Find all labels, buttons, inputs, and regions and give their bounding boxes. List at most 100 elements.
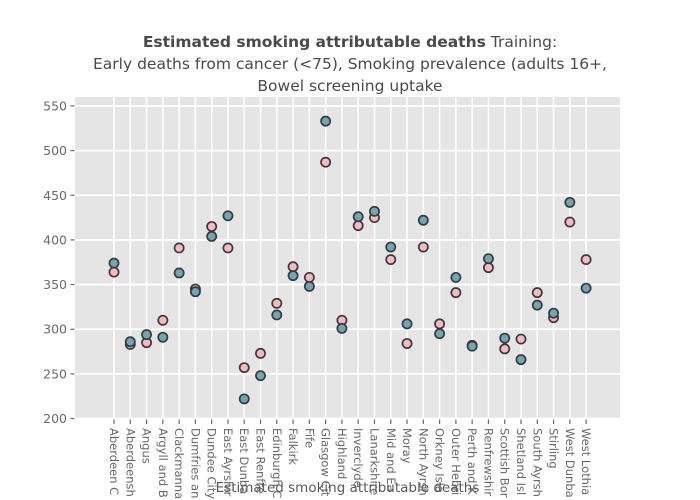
data-point-teal	[548, 307, 560, 319]
x-tick-label: Outer Hebri	[449, 428, 463, 495]
data-point-pink	[434, 318, 446, 330]
x-tick-label: Perth and K	[465, 428, 479, 495]
data-point-pink	[222, 242, 234, 254]
data-point-teal	[434, 328, 446, 340]
data-point-pink	[401, 338, 413, 349]
data-point-teal	[531, 299, 543, 311]
x-tick-label: Highland	[335, 428, 349, 479]
x-tick-label: West Lothia	[579, 428, 593, 495]
data-point-teal	[466, 340, 478, 352]
data-point-pink	[580, 254, 592, 266]
data-point-teal	[499, 332, 511, 344]
data-point-pink	[320, 156, 332, 168]
x-tick-label: Edinburgh C	[270, 428, 284, 498]
x-tick-label: East Renfre	[254, 428, 268, 494]
data-point-pink	[385, 254, 397, 266]
y-tick-label: 450	[43, 188, 67, 203]
data-point-pink	[515, 333, 527, 345]
chart-title-line1: Estimated smoking attributable deaths Tr…	[0, 31, 700, 53]
data-point-pink	[499, 343, 511, 355]
chart-subtitle-line3: Bowel screening uptake	[257, 77, 443, 95]
data-point-teal	[401, 318, 413, 330]
x-tick-label: Shetland Isl	[514, 428, 528, 495]
data-point-pink	[173, 242, 185, 254]
data-point-pink	[352, 220, 364, 232]
x-tick-label: South Ayrsh	[530, 428, 544, 497]
x-tick-label: Falkirk	[286, 428, 300, 465]
x-tick-label: East Dunba	[237, 428, 251, 494]
data-point-pink	[531, 287, 543, 299]
data-point-teal	[222, 210, 234, 222]
data-point-teal	[271, 309, 283, 321]
x-tick-label: Dundee City	[205, 428, 219, 499]
data-point-teal	[141, 329, 153, 341]
chart-subtitle-line2: Early deaths from cancer (<75), Smoking …	[93, 55, 607, 73]
data-point-teal	[173, 267, 185, 279]
data-point-pink	[482, 262, 494, 274]
data-point-pink	[238, 362, 250, 374]
data-point-teal	[385, 241, 397, 253]
data-point-teal	[417, 214, 429, 226]
data-point-pink	[271, 297, 283, 309]
data-point-teal	[450, 271, 462, 283]
data-point-teal	[108, 257, 120, 269]
data-point-teal	[206, 230, 218, 242]
x-tick-label: Scottish Bor	[498, 428, 512, 498]
x-tick-label: North Ayrsh	[416, 428, 430, 496]
data-point-pink	[287, 261, 299, 273]
chart-title-suffix: Training:	[485, 33, 558, 51]
data-point-teal	[369, 205, 380, 217]
x-tick-label: Aberdeensh	[123, 428, 137, 497]
data-point-pink	[255, 347, 266, 359]
y-tick-label: 550	[43, 98, 67, 113]
x-tick-label: Lanarkshire	[367, 428, 381, 495]
x-tick-label: Clackmanna	[172, 428, 186, 499]
data-point-teal	[157, 331, 169, 343]
x-tick-label: Dumfries an	[188, 428, 202, 498]
x-tick-label: Argyll and B	[156, 428, 170, 498]
data-point-teal	[287, 270, 299, 282]
data-point-teal	[189, 286, 201, 298]
data-point-teal	[352, 211, 364, 223]
x-tick-label: Mid and Ea	[384, 428, 398, 492]
x-tick-label: East Ayrshir	[221, 428, 235, 497]
data-point-pink	[303, 271, 315, 283]
y-tick-label: 200	[43, 411, 67, 426]
y-tick-label: 500	[43, 143, 67, 158]
x-tick-label: Inverclyde	[351, 428, 365, 488]
data-point-teal	[320, 115, 332, 127]
x-tick-label: Glasgow Cit	[319, 428, 333, 497]
x-tick-label: Stirling	[547, 428, 561, 469]
data-point-teal	[303, 280, 315, 292]
y-tick-label: 250	[43, 366, 67, 381]
data-point-pink	[450, 287, 462, 299]
data-point-teal	[124, 336, 136, 348]
x-tick-label: West Dunba	[563, 428, 577, 498]
data-point-teal	[482, 253, 494, 265]
data-point-pink	[564, 216, 576, 228]
y-tick-label: 400	[43, 232, 67, 247]
data-point-teal	[336, 322, 348, 334]
data-point-teal	[564, 196, 576, 208]
chart-title-bold: Estimated smoking attributable deaths	[142, 33, 486, 51]
x-tick-label: Renfrewshir	[481, 428, 495, 496]
data-point-pink	[108, 266, 120, 278]
y-tick-label: 350	[43, 277, 67, 292]
data-point-teal	[515, 354, 527, 366]
data-point-teal	[238, 393, 250, 405]
plot-panel	[75, 97, 620, 419]
data-point-pink	[157, 314, 169, 326]
chart-title: Estimated smoking attributable deaths Tr…	[0, 31, 700, 97]
data-point-pink	[417, 241, 429, 253]
data-point-teal	[580, 282, 592, 294]
x-tick-label: Angus	[140, 428, 154, 464]
data-point-teal	[255, 370, 266, 382]
data-point-pink	[206, 221, 218, 232]
x-tick-label: Fife	[302, 428, 316, 448]
x-tick-label: Orkney Isla	[433, 428, 447, 493]
y-tick-label: 300	[43, 322, 67, 337]
x-tick-label: Moray	[400, 428, 414, 464]
x-tick-label: Aberdeen C	[107, 428, 121, 495]
